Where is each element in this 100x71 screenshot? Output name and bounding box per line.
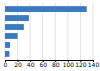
tick-label: 120 [75,61,87,68]
tick-label: 80 [52,61,60,68]
bar [5,15,29,21]
grid [5,3,93,60]
bar [5,33,18,39]
tick: 0 [4,60,8,68]
tick-label: 60 [39,61,47,68]
x-axis: 0 20 40 60 80100120140 [4,60,100,68]
bar [5,51,9,57]
tick: 60 [39,60,47,68]
tick: 140 [88,60,100,68]
tick-label: 140 [88,61,100,68]
tick: 20 [14,60,22,68]
tick-label: 40 [27,61,35,68]
tick: 80 [52,60,60,68]
bar [5,42,10,48]
tick: 100 [63,60,75,68]
chart: 0 20 40 60 80100120140 [0,0,100,71]
tick: 120 [75,60,87,68]
bar [5,6,87,12]
plot: 0 20 40 60 80100120140 [4,3,100,68]
tick-label: 20 [14,61,22,68]
tick-label: 100 [63,61,75,68]
bar [5,24,24,30]
tick: 40 [27,60,35,68]
bars [5,6,87,57]
grid-line [93,3,94,60]
tick-label: 0 [4,61,8,68]
